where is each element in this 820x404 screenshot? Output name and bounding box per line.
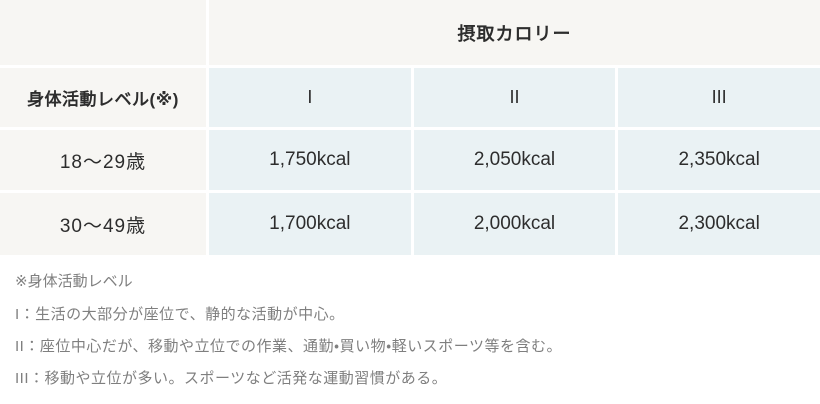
intake-calories-header: 摂取カロリー (209, 0, 820, 65)
value-30-49-level-1: 1,700kcal (209, 193, 411, 255)
value-18-29-level-3: 2,350kcal (618, 130, 820, 190)
corner-cell (0, 0, 206, 65)
footnote-item-level-1: I：生活の大部分が座位で、静的な活動が中心。 (15, 306, 345, 323)
level-column-header-3: III (618, 68, 820, 127)
calorie-table: 摂取カロリー 身体活動レベル(※) I II III 18〜29歳 1,750k… (0, 0, 820, 255)
level-column-header-1: I (209, 68, 411, 127)
calorie-intake-page: 摂取カロリー 身体活動レベル(※) I II III 18〜29歳 1,750k… (0, 0, 820, 389)
footnote-title: ※身体活動レベル (15, 273, 133, 290)
value-18-29-level-2: 2,050kcal (413, 130, 616, 190)
age-row-header-30-49: 30〜49歳 (0, 193, 206, 255)
value-30-49-level-3: 2,300kcal (618, 193, 820, 255)
age-row-header-18-29: 18〜29歳 (0, 130, 206, 190)
footnote-block: ※身体活動レベル I：生活の大部分が座位で、静的な活動が中心。 II：座位中心だ… (0, 255, 820, 389)
value-18-29-level-1: 1,750kcal (209, 130, 411, 190)
footnote-item-level-3: III：移動や立位が多い。スポーツなど活発な運動習慣がある。 (15, 370, 448, 387)
value-30-49-level-2: 2,000kcal (413, 193, 616, 255)
level-column-header-2: II (413, 68, 616, 127)
footnote-item-level-2: II：座位中心だが、移動や立位での作業、通勤・買い物・軽いスポーツ等を含む。 (15, 338, 562, 355)
activity-level-header: 身体活動レベル(※) (0, 68, 206, 127)
